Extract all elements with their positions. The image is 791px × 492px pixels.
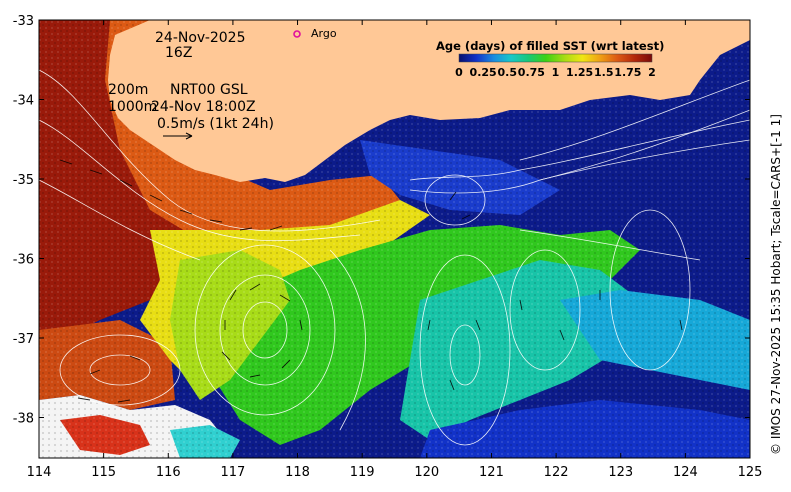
y-tick-label: -37	[13, 332, 34, 347]
colorbar-tick-label: 2	[648, 66, 656, 79]
colorbar-tick-label: 0.25	[470, 66, 497, 79]
x-tick-label: 125	[738, 465, 763, 480]
colorbar-tick-label: 1	[552, 66, 560, 79]
velocity-time-label: 24-Nov 18:00Z	[151, 99, 256, 115]
colorbar-tick-label: 1.75	[614, 66, 641, 79]
x-tick-label: 122	[544, 465, 569, 480]
x-tick-label: 118	[285, 465, 310, 480]
y-axis: -33 -34 -35 -36 -37 -38	[13, 14, 750, 427]
map-plot-area	[39, 20, 750, 458]
colorbar-ticks: 0 0.25 0.5 0.75 1 1.25 1.5 1.75 2	[455, 66, 656, 79]
y-tick-label: -36	[13, 253, 34, 268]
colorbar-tick-label: 0.5	[498, 66, 518, 79]
argo-marker	[293, 30, 301, 38]
x-tick-label: 116	[156, 465, 181, 480]
colorbar-tick-label: 0.75	[518, 66, 545, 79]
x-tick-label: 123	[608, 465, 633, 480]
x-axis: 114 115 116 117 118 119 120 121 122 123 124 125	[27, 20, 763, 480]
y-tick-label: -33	[13, 14, 34, 29]
colorbar-title: Age (days) of filled SST (wrt latest)	[436, 39, 664, 53]
scale-label: 0.5m/s (1kt 24h)	[157, 116, 274, 132]
date-label: 24-Nov-2025	[155, 30, 246, 46]
colorbar-gradient	[458, 53, 653, 63]
credit-text: © IMOS 27-Nov-2025 15:35 Hobart; Tscale=…	[769, 114, 783, 455]
hour-label: 16Z	[165, 45, 192, 61]
colorbar-tick-label: 1.5	[594, 66, 614, 79]
x-tick-label: 121	[479, 465, 504, 480]
plot-frame	[38, 19, 751, 459]
depth-200-label: 200m	[108, 82, 148, 98]
velocity-contours	[39, 69, 750, 446]
product-label: NRT00 GSL	[170, 82, 248, 98]
x-tick-label: 115	[91, 465, 116, 480]
scale-arrow-icon	[163, 132, 193, 140]
y-tick-label: -34	[13, 94, 34, 109]
depth-1000-label: 1000m	[108, 99, 157, 115]
colorbar-tick-label: 0	[455, 66, 463, 79]
x-tick-label: 119	[350, 465, 375, 480]
x-tick-label: 114	[27, 465, 52, 480]
x-tick-label: 120	[414, 465, 439, 480]
y-tick-label: -38	[13, 412, 34, 427]
argo-label: Argo	[311, 27, 337, 40]
x-tick-label: 124	[673, 465, 698, 480]
velocity-arrows	[59, 159, 683, 403]
x-tick-label: 117	[220, 465, 245, 480]
colorbar-tick-label: 1.25	[566, 66, 593, 79]
y-tick-label: -35	[13, 173, 34, 188]
